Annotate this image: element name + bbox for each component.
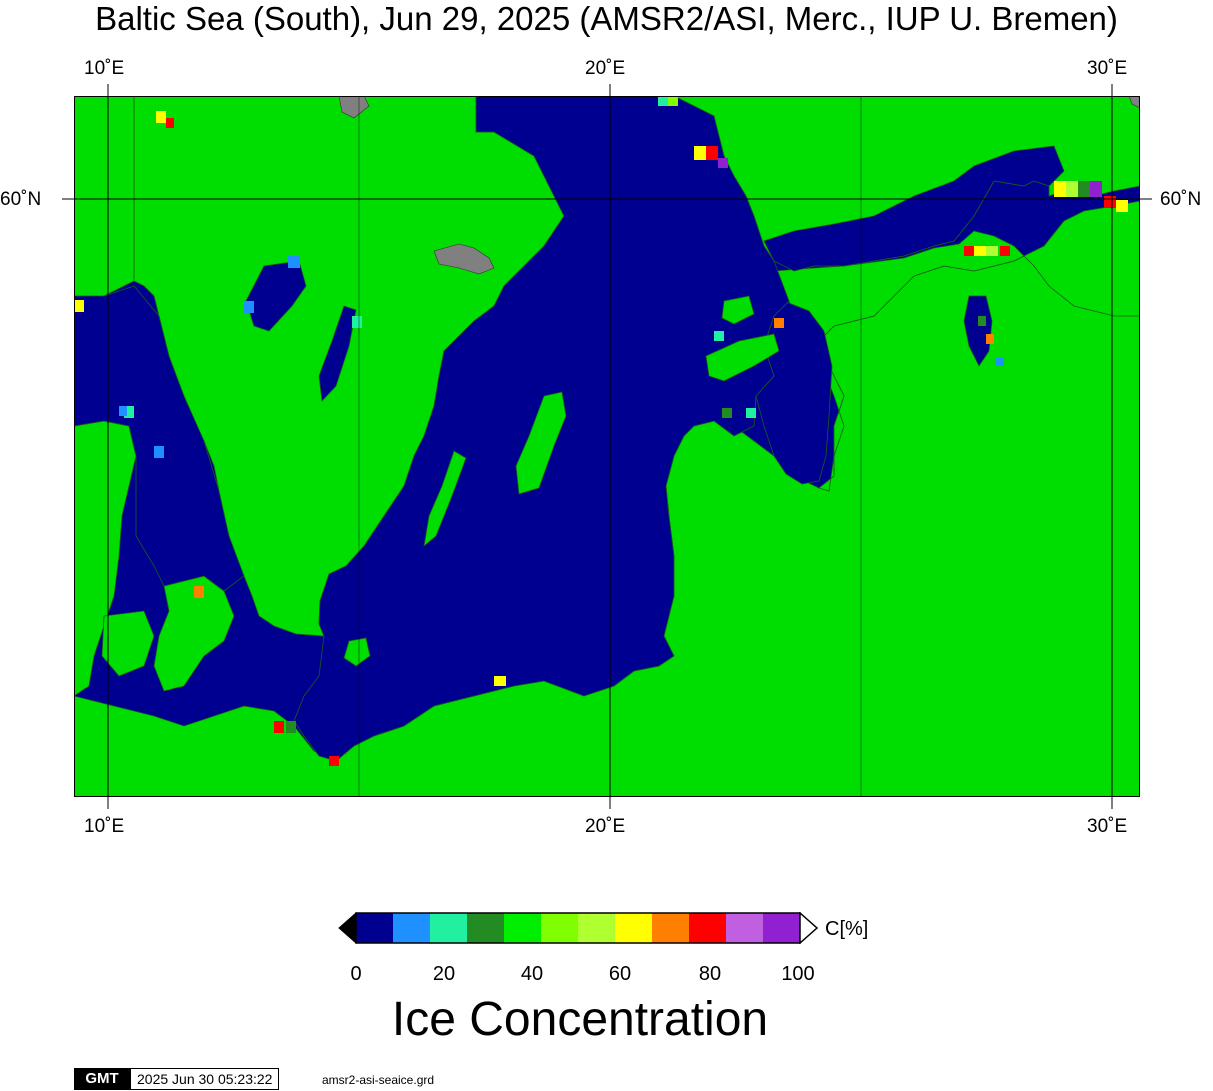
colorbar-graphic (338, 911, 819, 945)
land-oland (423, 450, 467, 547)
colorbar-segment (430, 913, 468, 943)
lon-tick-label-top-30e: 30˚E (1087, 58, 1128, 79)
colorbar-segment (541, 913, 579, 943)
kattegat (74, 285, 245, 592)
lon-tick-label-bottom-10e: 10˚E (84, 816, 125, 837)
lon-tick-label-bottom-30e: 30˚E (1087, 816, 1128, 837)
colorbar-tick-80: 80 (698, 963, 722, 985)
colorbar-segment (504, 913, 542, 943)
colorbar-segment (763, 913, 801, 943)
colorbar-segment (393, 913, 431, 943)
colorbar-tick-0: 0 (350, 963, 362, 985)
colorbar-segment (356, 913, 394, 943)
colorbar-segment (689, 913, 727, 943)
colorbar-tick-20: 20 (432, 963, 456, 985)
gmt-logo: GMT (74, 1068, 130, 1090)
land-bornholm (343, 637, 371, 667)
lat-tick-label-left-60n: 60˚N (0, 189, 42, 210)
no-data-lake-malaren (433, 243, 495, 275)
colorbar-tick-40: 40 (520, 963, 544, 985)
land-norway-south (74, 96, 135, 307)
land-gotland (515, 391, 567, 495)
colorbar (338, 911, 819, 945)
lon-tick-label-top-10e: 10˚E (84, 58, 125, 79)
gmt-timestamp: 2025 Jun 30 05:23:22 (130, 1068, 280, 1090)
colorbar-tick-60: 60 (608, 963, 632, 985)
no-data-corner (1128, 96, 1140, 109)
land-zealand (101, 610, 155, 677)
no-data-north-east (338, 96, 370, 119)
colorbar-under-triangle (338, 911, 357, 945)
lon-tick-label-top-20e: 20˚E (585, 58, 626, 79)
graticule (74, 96, 1140, 797)
land-saaremaa (705, 333, 780, 382)
colorbar-segment (726, 913, 764, 943)
colorbar-unit-label: C[%] (825, 918, 869, 940)
lat-tick-label-right-60n: 60˚N (1160, 189, 1202, 210)
source-file-label: amsr2-asi-seaice.grd (322, 1073, 435, 1087)
lake-peipus (963, 295, 993, 367)
colorbar-tick-100: 100 (781, 963, 815, 985)
lon-tick-label-bottom-20e: 20˚E (585, 816, 626, 837)
colorbar-segment (615, 913, 653, 943)
colorbar-segment (578, 913, 616, 943)
colorbar-over-triangle (799, 911, 819, 945)
land-hiiumaa (721, 295, 755, 325)
colorbar-segment (467, 913, 505, 943)
ice-concentration-map (74, 96, 1140, 797)
map-title: Baltic Sea (South), Jun 29, 2025 (AMSR2/… (95, 0, 1118, 37)
land-estonia (773, 200, 1140, 492)
caption-ice-concentration: Ice Concentration (391, 993, 769, 1046)
colorbar-segment (652, 913, 690, 943)
map-frame (74, 96, 1140, 797)
